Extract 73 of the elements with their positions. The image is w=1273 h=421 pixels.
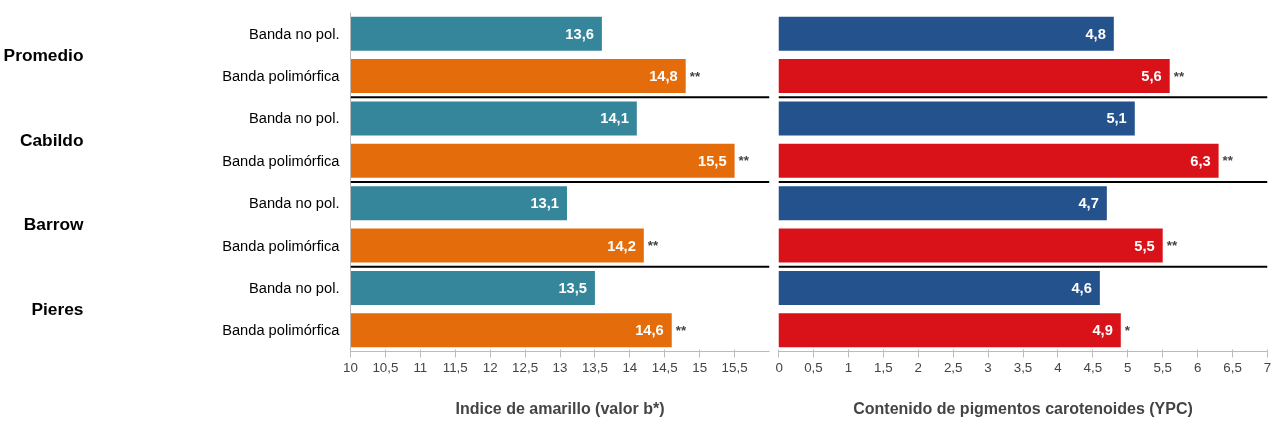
x-tick-label: 15 (692, 359, 708, 375)
annotation: ** (1166, 238, 1178, 254)
y-tick-label: Banda no pol. (249, 25, 340, 42)
x-tick-label: 11 (413, 359, 428, 375)
y-tick-label: Banda no pol. (249, 110, 340, 127)
x-tick-label: 13,5 (581, 359, 608, 375)
x-tick-label: 5 (1124, 359, 1132, 375)
data-label: 5,5 (1134, 237, 1155, 254)
annotation: ** (1222, 153, 1234, 169)
y-tick-label: Banda polimórfica (222, 152, 341, 169)
data-label: 6,3 (1190, 152, 1211, 169)
x-axis-title: Indice de amarillo (valor b*) (455, 399, 665, 417)
x-tick-label: 2 (914, 359, 922, 375)
x-tick-label: 5,5 (1153, 359, 1172, 375)
x-tick-label: 7 (1263, 359, 1272, 375)
x-tick-label: 6 (1193, 359, 1202, 375)
x-tick-label: 0,5 (804, 359, 823, 375)
x-tick-label: 4,5 (1083, 359, 1103, 375)
bar (778, 143, 1219, 178)
annotation: ** (689, 68, 701, 84)
data-label: 14,1 (600, 110, 629, 127)
x-tick-label: 3 (984, 359, 992, 375)
annotation: * (1124, 322, 1131, 338)
x-tick-label: 1 (844, 359, 853, 375)
y-tick-label: Banda no pol. (249, 279, 340, 296)
annotation: ** (675, 322, 687, 338)
data-label: 14,6 (635, 322, 664, 339)
bar (778, 228, 1163, 263)
data-label: 4,9 (1092, 322, 1113, 339)
y-tick-label: Banda polimórfica (222, 68, 341, 85)
data-label: 15,5 (698, 152, 727, 169)
data-label: 4,6 (1071, 279, 1092, 296)
x-tick-label: 13 (552, 359, 568, 375)
bar (778, 313, 1121, 348)
x-axis-title: Contenido de pigmentos carotenoides (YPC) (853, 399, 1193, 417)
y-tick-label: Banda polimórfica (222, 237, 341, 254)
x-tick-label: 0 (775, 359, 783, 375)
y-tick-label: Banda no pol. (249, 195, 340, 212)
y-tick-label: Banda polimórfica (222, 322, 341, 339)
data-label: 13,5 (558, 279, 587, 296)
x-tick-label: 10,5 (372, 359, 399, 375)
x-tick-label: 15,5 (721, 359, 748, 375)
x-tick-label: 12 (482, 359, 498, 375)
data-label: 4,8 (1085, 25, 1106, 42)
data-label: 14,2 (607, 237, 636, 254)
x-tick-label: 4 (1054, 359, 1063, 375)
data-label: 4,7 (1078, 195, 1099, 212)
text: Pieres (31, 299, 84, 320)
data-label: 14,8 (649, 68, 678, 85)
x-tick-label: 14,5 (651, 359, 678, 375)
x-tick-label: 14 (622, 359, 638, 375)
x-tick-label: 1,5 (874, 359, 893, 375)
bar (778, 59, 1170, 94)
x-tick-label: 3,5 (1013, 359, 1033, 375)
data-label: 5,6 (1141, 68, 1162, 85)
text: Barrow (23, 214, 85, 235)
x-tick-label: 12,5 (512, 359, 539, 375)
bar (778, 270, 1100, 305)
bar (778, 16, 1114, 51)
x-tick-label: 6,5 (1223, 359, 1242, 375)
data-label: 13,6 (565, 25, 594, 42)
x-tick-label: 10 (343, 359, 358, 375)
annotation: ** (1173, 68, 1185, 84)
data-label: 13,1 (530, 195, 559, 212)
text: Cabildo (19, 129, 84, 150)
bar (778, 101, 1135, 136)
annotation: ** (738, 153, 750, 169)
text: Promedio (3, 44, 84, 65)
data-label: 5,1 (1106, 110, 1127, 127)
bar (778, 186, 1107, 221)
x-tick-label: 11,5 (442, 359, 468, 375)
annotation: ** (647, 238, 659, 254)
x-tick-label: 2,5 (943, 359, 963, 375)
